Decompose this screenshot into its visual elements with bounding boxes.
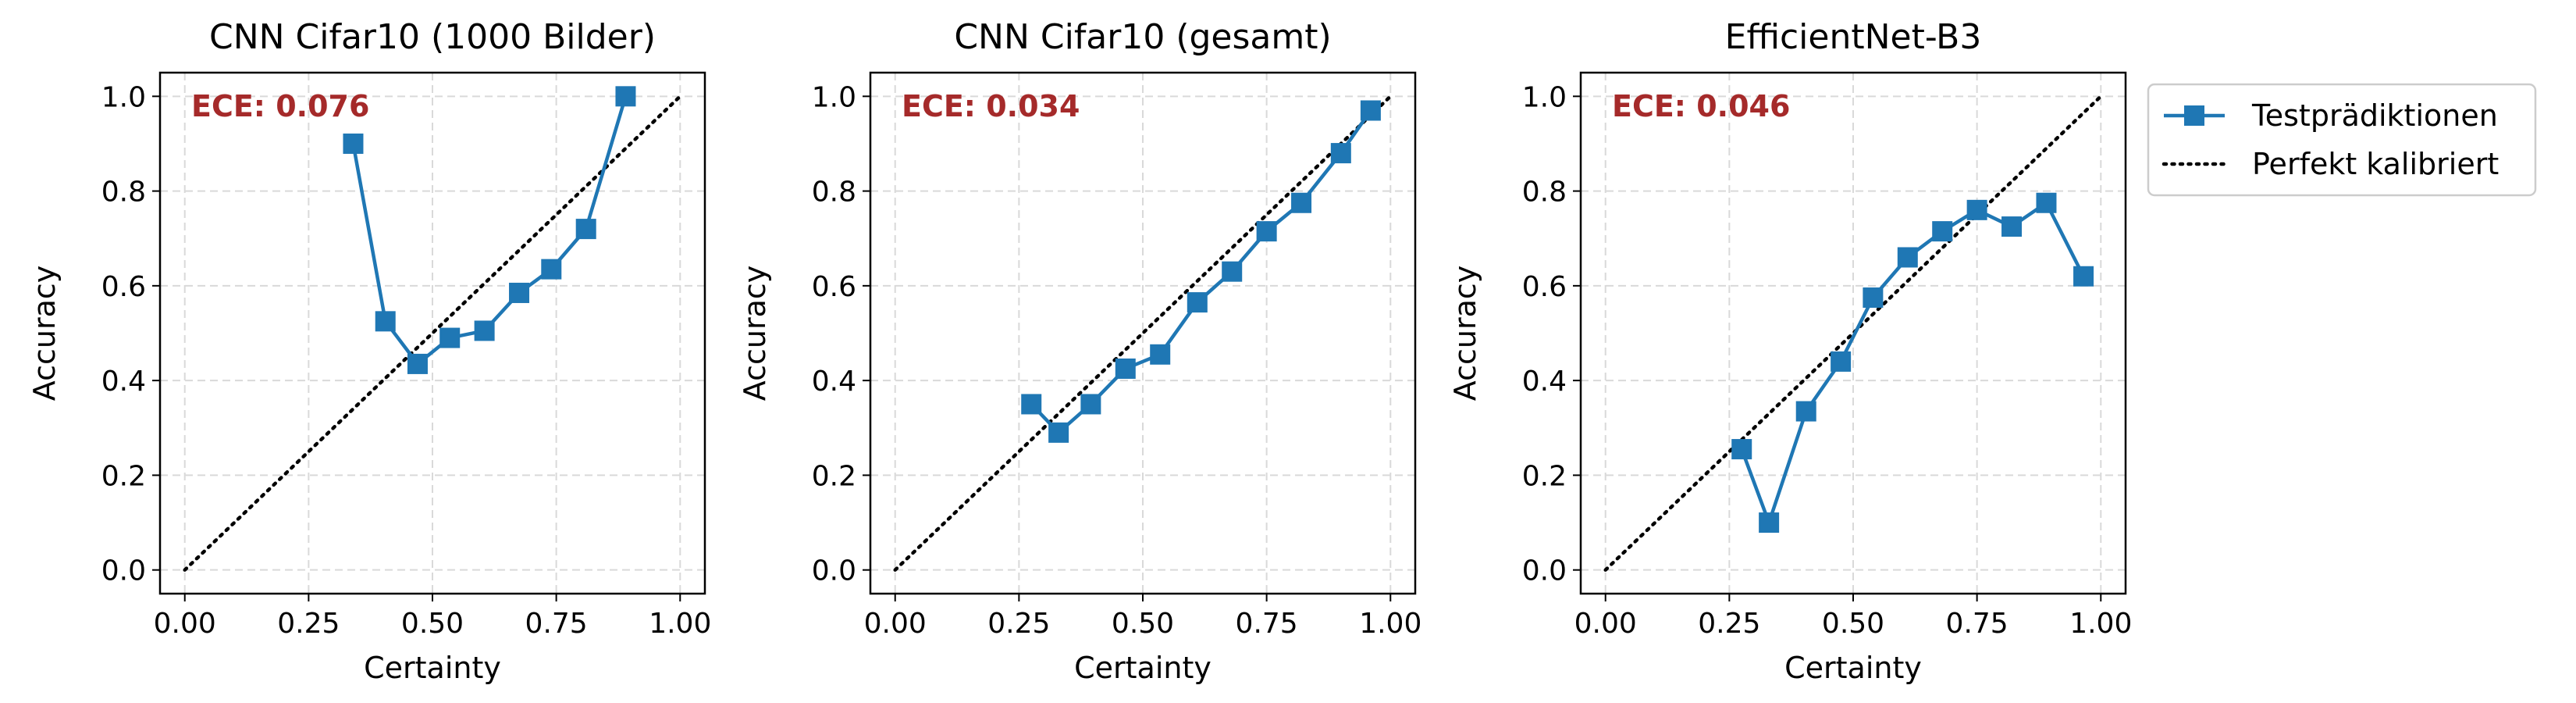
x-tick-label: 0.75	[1946, 608, 2008, 640]
series-marker	[575, 219, 596, 240]
series-marker	[2073, 266, 2094, 287]
series-marker	[474, 320, 495, 341]
series-marker	[615, 86, 636, 107]
y-tick-label: 0.2	[101, 460, 146, 492]
x-tick-label: 1.00	[649, 608, 711, 640]
chart-panel-1: 0.00 0.25 0.50 0.75 1.00 0.0 0.2 0.4 0.6 0.8 1.0 EC…	[27, 17, 711, 685]
x-tick-label: 0.75	[525, 608, 588, 640]
series-marker	[1187, 292, 1208, 313]
series-marker	[1360, 100, 1381, 121]
y-tick-label: 0.2	[1522, 460, 1567, 492]
y-axis-label: Accuracy	[27, 266, 62, 401]
y-tick-label: 0.6	[101, 271, 146, 303]
series-marker	[375, 311, 396, 332]
y-tick-label: 0.6	[812, 271, 856, 303]
series-marker	[1932, 221, 1953, 242]
x-axis-label: Certainty	[1784, 651, 1922, 685]
series-marker	[2036, 192, 2057, 213]
x-tick-label: 0.25	[987, 608, 1050, 640]
series-marker	[343, 133, 364, 154]
series-marker	[1115, 358, 1136, 379]
series-marker	[1795, 401, 1816, 422]
y-tick-label: 1.0	[812, 81, 856, 113]
chart-panel-3: 0.00 0.25 0.50 0.75 1.00 0.0 0.2 0.4 0.6 0.8 1.0 EC…	[1448, 17, 2132, 685]
x-tick-label: 0.50	[401, 608, 464, 640]
x-tick-label: 0.50	[1822, 608, 1884, 640]
x-tick-label: 0.50	[1112, 608, 1174, 640]
series-marker	[407, 353, 428, 374]
series-line-testpraediktionen	[1030, 109, 1372, 435]
y-axis-label: Accuracy	[1448, 266, 1482, 401]
chart-title: CNN Cifar10 (gesamt)	[954, 17, 1331, 57]
ece-annotation: ECE: 0.046	[1612, 89, 1790, 123]
chart-panel-2: 0.00 0.25 0.50 0.75 1.00 0.0 0.2 0.4 0.6 0.8 1.0 EC…	[738, 17, 1421, 685]
y-tick-label: 0.8	[812, 177, 856, 209]
y-tick-label: 0.4	[1522, 366, 1567, 398]
y-tick-label: 0.2	[812, 460, 856, 492]
x-tick-label: 0.75	[1236, 608, 1298, 640]
series-marker	[1897, 247, 1918, 268]
series-marker	[439, 327, 461, 348]
series-marker	[2001, 216, 2023, 237]
axes-frame	[1579, 71, 2127, 595]
series-marker	[1222, 261, 1243, 282]
y-tick-label: 0.0	[101, 555, 146, 587]
series-marker	[1021, 394, 1042, 415]
series-marker	[1731, 439, 1752, 460]
axes-frame	[869, 71, 1417, 595]
y-tick-label: 1.0	[1522, 81, 1567, 113]
x-tick-label: 0.00	[1574, 608, 1637, 640]
series-marker	[1080, 394, 1101, 415]
y-tick-label: 0.0	[812, 555, 856, 587]
series-marker	[1048, 422, 1069, 443]
y-tick-label: 0.8	[1522, 177, 1567, 209]
perfect-calibration-line	[183, 95, 682, 572]
series-marker	[1150, 344, 1171, 365]
chart-title: CNN Cifar10 (1000 Bilder)	[209, 17, 656, 57]
series-marker	[541, 259, 562, 280]
x-axis-label: Certainty	[1074, 651, 1212, 685]
legend-label-testpraediktionen: Testprädiktionen	[2251, 98, 2498, 133]
legend-series-marker	[2184, 105, 2204, 126]
series-marker	[1330, 143, 1351, 164]
legend-label-perfekt-kalibriert: Perfekt kalibriert	[2252, 147, 2499, 181]
x-tick-label: 1.00	[1359, 608, 1421, 640]
y-tick-label: 0.6	[1522, 271, 1567, 303]
x-tick-label: 0.25	[277, 608, 340, 640]
y-tick-label: 0.8	[101, 177, 146, 209]
legend: Testprädiktionen Perfekt kalibriert	[2147, 83, 2537, 197]
x-tick-label: 0.25	[1698, 608, 1760, 640]
y-tick-label: 1.0	[101, 81, 146, 113]
y-axis-label: Accuracy	[738, 266, 772, 401]
x-tick-label: 0.00	[864, 608, 927, 640]
chart-title: EfficientNet-B3	[1725, 17, 1982, 57]
series-marker	[1256, 221, 1277, 242]
series-marker	[1831, 351, 1852, 372]
y-tick-label: 0.4	[812, 366, 856, 398]
ece-annotation: ECE: 0.076	[191, 89, 369, 123]
x-axis-label: Certainty	[364, 651, 501, 685]
ece-annotation: ECE: 0.034	[902, 89, 1080, 123]
series-marker	[509, 282, 530, 303]
y-tick-label: 0.0	[1522, 555, 1567, 587]
x-tick-label: 1.00	[2069, 608, 2132, 640]
series-marker	[1291, 192, 1312, 213]
y-tick-label: 0.4	[101, 366, 146, 398]
series-marker	[1966, 199, 1987, 220]
perfect-calibration-line	[893, 95, 1393, 572]
axes-frame	[158, 71, 706, 595]
series-marker	[1759, 512, 1780, 533]
legend-box	[2147, 83, 2537, 197]
series-marker	[1863, 287, 1884, 309]
x-tick-label: 0.00	[154, 608, 216, 640]
